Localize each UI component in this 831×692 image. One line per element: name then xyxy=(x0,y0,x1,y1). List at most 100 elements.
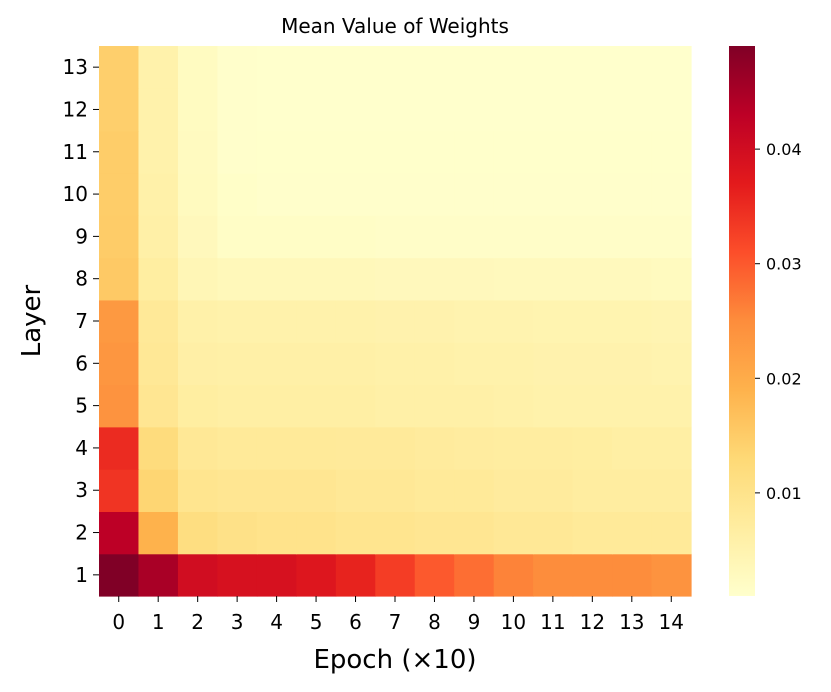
heatmap-cell xyxy=(375,88,416,132)
heatmap-cell xyxy=(493,257,534,301)
heatmap-cell xyxy=(256,511,297,555)
heatmap-cell xyxy=(612,342,653,386)
heatmap-cell xyxy=(296,426,337,470)
heatmap-cell xyxy=(414,384,455,428)
heatmap-cell xyxy=(493,342,534,386)
heatmap-cell xyxy=(99,426,140,470)
heatmap-cell xyxy=(651,511,692,555)
heatmap-cell xyxy=(375,46,416,89)
heatmap-cell xyxy=(454,215,495,259)
heatmap-cell xyxy=(99,172,140,216)
heatmap-cell xyxy=(454,172,495,216)
heatmap-cell xyxy=(335,342,376,386)
heatmap-cell xyxy=(612,299,653,343)
heatmap-cell xyxy=(454,469,495,512)
heatmap-cell xyxy=(217,426,258,470)
heatmap-cell xyxy=(493,46,534,89)
heatmap-cell xyxy=(177,130,218,174)
heatmap-cell xyxy=(414,88,455,132)
heatmap-cell xyxy=(454,130,495,174)
heatmap-cell xyxy=(177,342,218,386)
heatmap-cell xyxy=(177,469,218,512)
heatmap-cell xyxy=(217,88,258,132)
heatmap-cell xyxy=(612,553,653,597)
x-axis-title: Epoch (×10) xyxy=(313,645,476,675)
heatmap-cell xyxy=(572,299,613,343)
heatmap-cell xyxy=(651,469,692,512)
x-tick-label: 7 xyxy=(389,610,402,634)
y-tick-label: 5 xyxy=(75,394,88,418)
colorbar xyxy=(729,46,755,596)
heatmap-cell xyxy=(612,88,653,132)
x-tick-label: 13 xyxy=(619,610,644,634)
y-tick-label: 13 xyxy=(63,55,88,79)
heatmap-cell xyxy=(138,426,179,470)
heatmap-cell xyxy=(138,384,179,428)
heatmap-cell xyxy=(651,46,692,89)
heatmap-cell xyxy=(177,172,218,216)
heatmap-cell xyxy=(651,257,692,301)
heatmap-cell xyxy=(454,46,495,89)
heatmap-cell xyxy=(256,257,297,301)
chart-title: Mean Value of Weights xyxy=(281,14,509,38)
heatmap-cell xyxy=(651,172,692,216)
x-tick-label: 3 xyxy=(231,610,244,634)
y-tick-label: 10 xyxy=(63,182,88,206)
x-tick-label: 2 xyxy=(191,610,204,634)
heatmap-cell xyxy=(651,130,692,174)
heatmap-cell xyxy=(533,46,574,89)
heatmap-cell xyxy=(256,553,297,597)
heatmap-cell xyxy=(572,384,613,428)
heatmap-cell xyxy=(335,257,376,301)
heatmap-cell xyxy=(177,553,218,597)
heatmap-cell xyxy=(177,426,218,470)
heatmap-cell xyxy=(256,469,297,512)
heatmap-cell xyxy=(375,299,416,343)
heatmap-cell xyxy=(99,511,140,555)
heatmap-cell xyxy=(138,172,179,216)
heatmap-cell xyxy=(533,299,574,343)
heatmap-cell xyxy=(612,511,653,555)
heatmap-cell xyxy=(414,553,455,597)
heatmap-cell xyxy=(296,46,337,89)
heatmap-cell xyxy=(256,215,297,259)
heatmap-cell xyxy=(256,426,297,470)
x-tick-label: 4 xyxy=(270,610,283,634)
heatmap-cell xyxy=(533,469,574,512)
heatmap-cell xyxy=(138,215,179,259)
heatmap-cell xyxy=(217,299,258,343)
heatmap-cell xyxy=(612,46,653,89)
heatmap-cell xyxy=(612,469,653,512)
heatmap-cell xyxy=(335,469,376,512)
colorbar-tick-label: 0.02 xyxy=(766,369,802,388)
heatmap-cell xyxy=(99,46,140,89)
heatmap-cell xyxy=(296,215,337,259)
heatmap-cell xyxy=(533,342,574,386)
heatmap-cell xyxy=(256,88,297,132)
y-tick-label: 6 xyxy=(75,351,88,375)
heatmap-cell xyxy=(375,215,416,259)
heatmap-cell xyxy=(375,384,416,428)
x-tick-label: 11 xyxy=(540,610,565,634)
heatmap-cell xyxy=(454,88,495,132)
heatmap-cell xyxy=(651,384,692,428)
heatmap-cell xyxy=(177,511,218,555)
heatmap-cell xyxy=(414,299,455,343)
heatmap-cell xyxy=(335,553,376,597)
heatmap-cell xyxy=(335,130,376,174)
heatmap-cell xyxy=(533,257,574,301)
heatmap-cell xyxy=(99,299,140,343)
heatmap-cell xyxy=(335,172,376,216)
x-tick-label: 5 xyxy=(310,610,323,634)
colorbar-tick-label: 0.01 xyxy=(766,484,802,503)
x-tick-label: 12 xyxy=(580,610,605,634)
heatmap-cell xyxy=(296,172,337,216)
heatmap-cell xyxy=(375,469,416,512)
heatmap-cell xyxy=(217,553,258,597)
heatmap-cell xyxy=(533,511,574,555)
x-tick-label: 6 xyxy=(349,610,362,634)
heatmap-cell xyxy=(493,426,534,470)
heatmap-cell xyxy=(99,88,140,132)
heatmap-cell xyxy=(99,384,140,428)
